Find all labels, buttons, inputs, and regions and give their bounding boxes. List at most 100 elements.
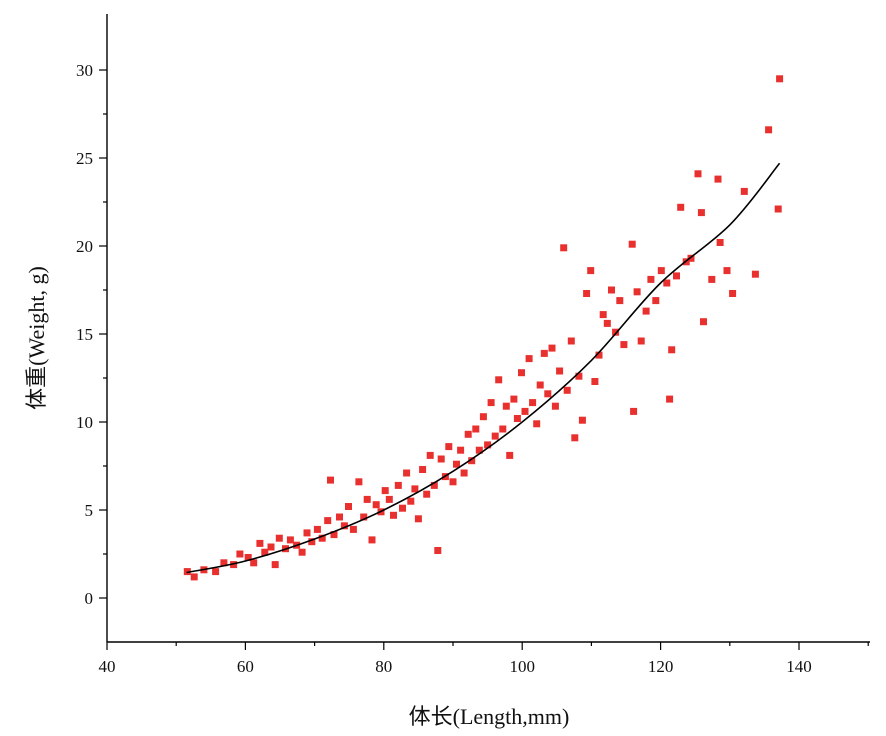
data-point xyxy=(765,126,773,134)
data-point xyxy=(256,539,264,547)
data-point xyxy=(434,547,442,554)
data-point xyxy=(394,481,402,489)
data-point xyxy=(345,503,352,510)
data-point xyxy=(700,318,707,326)
data-point xyxy=(403,469,411,477)
data-point xyxy=(518,369,525,377)
data-point xyxy=(303,529,311,537)
data-point xyxy=(529,399,537,407)
data-point xyxy=(495,376,503,384)
data-point xyxy=(349,525,357,533)
data-point xyxy=(556,367,564,375)
data-point xyxy=(628,240,636,248)
data-point xyxy=(499,425,507,433)
y-tick-label: 20 xyxy=(76,237,93,256)
data-point xyxy=(457,446,465,454)
data-point xyxy=(414,515,422,523)
data-point xyxy=(399,504,406,512)
data-point xyxy=(687,254,695,262)
data-point xyxy=(267,543,275,551)
data-point xyxy=(460,469,468,477)
data-point xyxy=(776,75,784,83)
x-tick-label: 120 xyxy=(648,657,674,676)
y-tick-label: 5 xyxy=(85,501,94,520)
data-point xyxy=(657,267,665,275)
data-point xyxy=(360,513,368,521)
data-point xyxy=(464,430,472,438)
data-point xyxy=(620,341,628,349)
data-point xyxy=(407,497,415,505)
data-point xyxy=(652,297,660,305)
axes: 40 60 80 100 120 140 0 5 10 15 20 25 30 xyxy=(76,14,870,676)
data-point xyxy=(729,290,737,297)
data-point xyxy=(430,481,438,489)
data-point xyxy=(313,525,321,533)
data-point xyxy=(563,386,571,394)
x-tick-label: 80 xyxy=(375,657,392,676)
data-point xyxy=(236,550,244,558)
data-point xyxy=(372,501,380,509)
data-point xyxy=(560,244,568,252)
data-point xyxy=(751,270,759,278)
data-point xyxy=(668,346,676,354)
data-point xyxy=(642,307,650,315)
data-point xyxy=(603,319,611,327)
data-point xyxy=(419,466,427,473)
data-point xyxy=(595,351,603,359)
data-point xyxy=(502,402,510,410)
x-tick-label: 100 xyxy=(509,657,535,676)
data-point xyxy=(578,416,586,424)
data-point xyxy=(271,561,279,569)
data-point xyxy=(694,170,702,178)
data-point xyxy=(612,328,620,336)
data-point xyxy=(472,425,480,433)
data-point xyxy=(308,538,316,546)
data-point xyxy=(385,495,393,503)
data-point xyxy=(525,355,533,363)
data-point xyxy=(286,536,294,544)
data-point xyxy=(708,275,716,283)
data-point xyxy=(330,531,338,539)
data-point xyxy=(506,451,514,459)
data-point xyxy=(479,413,487,421)
data-point xyxy=(587,267,595,275)
data-point xyxy=(275,534,283,542)
x-tick-label: 40 xyxy=(99,657,116,676)
data-point xyxy=(468,457,476,465)
data-point xyxy=(513,415,521,422)
data-point xyxy=(663,279,671,287)
data-point xyxy=(521,407,529,415)
data-point xyxy=(673,272,680,280)
data-point xyxy=(583,290,591,297)
x-tick-label: 60 xyxy=(237,657,254,676)
data-point xyxy=(212,568,220,576)
data-point xyxy=(437,455,445,463)
data-point xyxy=(484,441,492,449)
y-tick-label: 30 xyxy=(76,61,93,80)
data-point xyxy=(714,175,722,183)
data-point xyxy=(544,390,552,398)
data-point xyxy=(540,349,548,357)
data-point xyxy=(340,522,348,530)
data-point xyxy=(426,451,434,459)
x-axis-title: 体长(Length,mm) xyxy=(409,704,570,729)
x-tick-label: 140 xyxy=(786,657,812,676)
data-point xyxy=(445,443,453,451)
data-point xyxy=(363,495,371,503)
y-tick-label: 10 xyxy=(76,413,93,432)
data-point xyxy=(453,460,460,468)
fit-curve xyxy=(186,162,781,574)
data-point xyxy=(551,402,559,410)
data-point xyxy=(475,446,483,454)
data-point xyxy=(261,548,269,556)
data-point xyxy=(244,554,252,561)
data-point xyxy=(536,381,544,389)
data-point xyxy=(250,559,258,567)
data-point xyxy=(336,513,343,521)
data-point xyxy=(616,297,624,305)
data-point xyxy=(533,420,541,428)
data-point xyxy=(449,478,457,486)
data-point xyxy=(774,205,782,213)
data-point xyxy=(633,288,641,296)
